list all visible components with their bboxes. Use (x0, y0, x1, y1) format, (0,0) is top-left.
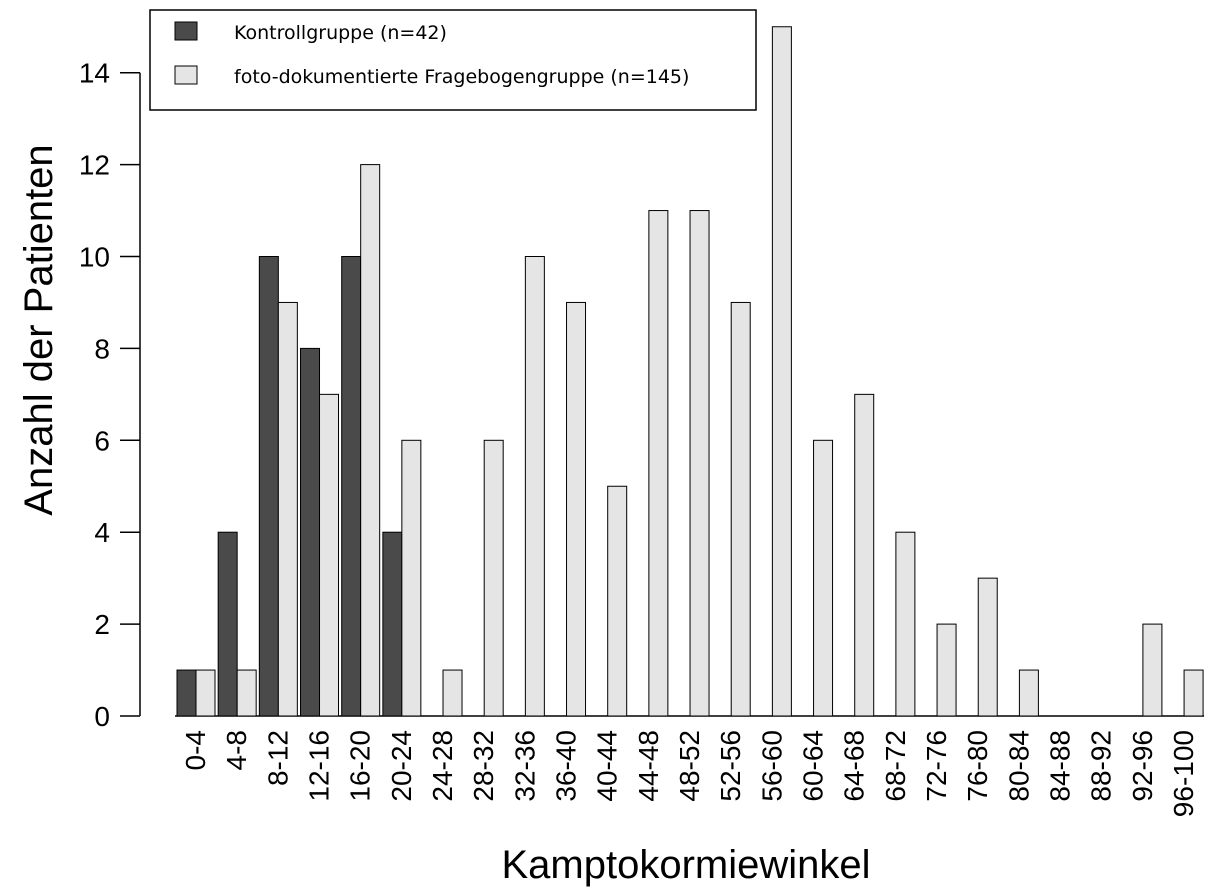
bar-photo-80-84 (1018, 669, 1039, 717)
x-tick-label: 44-48 (633, 730, 664, 802)
bars (176, 26, 1204, 717)
x-tick-label: 92-96 (1127, 730, 1158, 802)
bar-photo-16-20 (360, 164, 381, 717)
bar-photo-60-64 (813, 439, 834, 717)
x-tick-label: 52-56 (715, 730, 746, 802)
y-tick-label: 0 (94, 701, 110, 732)
bar-control-0-4 (176, 669, 197, 717)
x-tick-label: 36-40 (551, 730, 582, 802)
axes: 0 2 4 6 8 10 12 14 0-4 4-8 8-12 12-16 16-20 20-24 24-2… (79, 58, 1205, 817)
bar-photo-40-44 (607, 485, 628, 717)
bar-photo-76-80 (977, 577, 998, 717)
x-tick-label: 56-60 (756, 730, 787, 802)
bar-photo-36-40 (566, 301, 587, 717)
bar-photo-20-24 (401, 439, 422, 717)
bar-photo-32-36 (524, 256, 545, 717)
bar-photo-72-76 (936, 623, 957, 717)
bar-photo-8-12 (277, 301, 298, 717)
y-axis-title: Anzahl der Patienten (17, 144, 61, 515)
x-tick-label: 48-52 (674, 730, 705, 802)
x-tick-label: 40-44 (592, 730, 623, 802)
bar-photo-68-72 (895, 531, 916, 717)
y-tick-label: 8 (94, 333, 110, 364)
bar-control-20-24 (382, 531, 403, 717)
bar-photo-44-48 (648, 210, 669, 717)
bar-photo-92-96 (1142, 623, 1163, 717)
bar-photo-56-60 (771, 26, 792, 717)
bar-photo-24-28 (442, 669, 463, 717)
x-tick-label: 76-80 (962, 730, 993, 802)
legend-label-photo: foto-dokumentierte Fragebogengruppe (n=1… (234, 66, 689, 88)
y-tick-label: 2 (94, 609, 110, 640)
y-tick-label: 4 (94, 517, 110, 548)
x-tick-label: 0-4 (180, 730, 211, 770)
x-tick-label: 72-76 (921, 730, 952, 802)
bar-control-8-12 (258, 256, 279, 717)
legend-swatch-photo (174, 65, 198, 85)
y-tick-label: 6 (94, 425, 110, 456)
legend-swatch-control (174, 21, 198, 41)
bar-photo-96-100 (1183, 669, 1204, 717)
x-tick-label: 8-12 (262, 730, 293, 786)
y-tick-label: 12 (79, 150, 110, 181)
bar-control-4-8 (217, 531, 238, 717)
bar-photo-64-68 (854, 393, 875, 717)
bar-photo-52-56 (730, 301, 751, 717)
bar-photo-48-52 (689, 210, 710, 717)
x-axis-title: Kamptokormiewinkel (501, 843, 870, 887)
x-tick-label: 80-84 (1003, 730, 1034, 802)
x-tick-label: 88-92 (1086, 730, 1117, 802)
bar-photo-4-8 (236, 669, 257, 717)
x-tick-label: 32-36 (509, 730, 540, 802)
y-tick-label: 14 (79, 58, 110, 89)
bar-photo-12-16 (319, 393, 340, 717)
x-tick-label: 60-64 (798, 730, 829, 802)
legend-label-control: Kontrollgruppe (n=42) (234, 22, 447, 44)
bar-photo-28-32 (483, 439, 504, 717)
legend: Kontrollgruppe (n=42) foto-dokumentierte… (149, 9, 757, 111)
bar-control-12-16 (300, 347, 321, 717)
legend-box (149, 9, 757, 111)
x-tick-label: 68-72 (880, 730, 911, 802)
x-tick-label: 16-20 (345, 730, 376, 802)
x-tick-label: 12-16 (304, 730, 335, 802)
x-tick-label: 64-68 (839, 730, 870, 802)
bar-control-16-20 (341, 256, 362, 717)
x-tick-label: 84-88 (1045, 730, 1076, 802)
y-tick-label: 10 (79, 242, 110, 273)
bar-photo-0-4 (195, 669, 216, 717)
x-tick-label: 24-28 (427, 730, 458, 802)
x-tick-label: 96-100 (1168, 730, 1199, 817)
x-tick-label: 20-24 (386, 730, 417, 802)
x-tick-label: 28-32 (468, 730, 499, 802)
x-tick-label: 4-8 (221, 730, 252, 770)
